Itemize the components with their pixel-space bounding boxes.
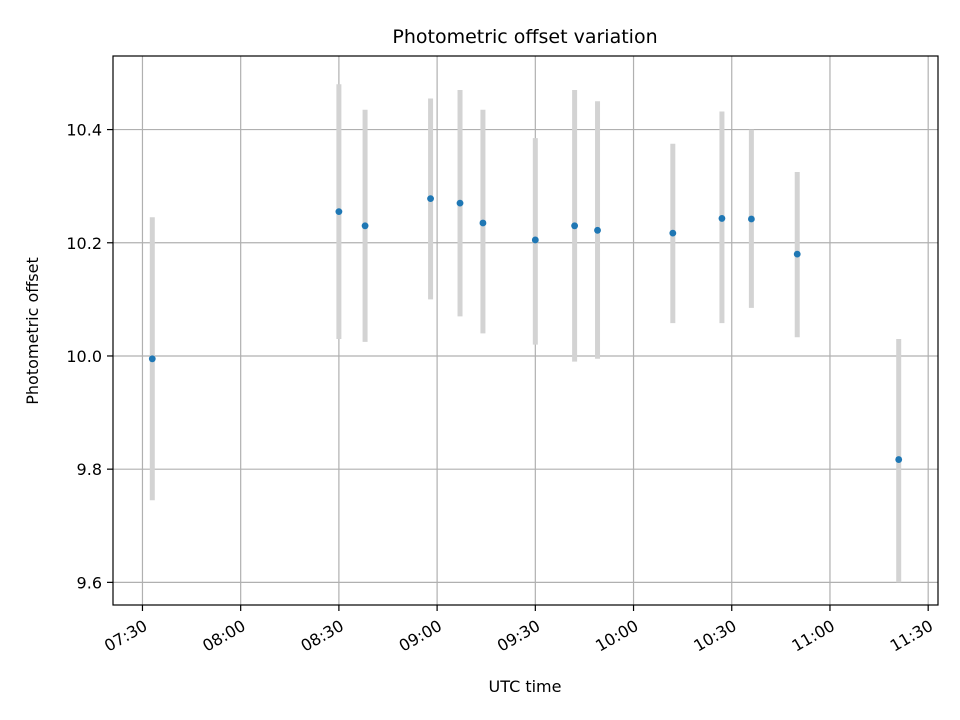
x-tick-label: 11:30 [887, 616, 936, 656]
data-point [793, 250, 801, 258]
y-tick-label: 9.6 [77, 573, 102, 592]
data-point [531, 236, 539, 244]
x-tick-label: 09:30 [494, 616, 543, 656]
x-tick-label: 08:00 [199, 616, 248, 656]
chart-title: Photometric offset variation [392, 26, 657, 48]
y-tick-label: 10.0 [66, 347, 102, 366]
x-tick-label: 07:30 [101, 616, 150, 656]
x-tick-label: 09:00 [396, 616, 445, 656]
x-tick-label: 08:30 [297, 616, 346, 656]
y-tick-label: 10.4 [66, 121, 102, 140]
x-axis-label: UTC time [489, 677, 562, 696]
x-axis-ticks: 07:30 08:00 08:30 09:00 09:30 10:00 10:30 11:00… [101, 605, 936, 656]
grid-lines [113, 56, 938, 605]
data-point [747, 215, 755, 223]
data-point [571, 222, 579, 230]
data-point [456, 199, 464, 207]
data-point [335, 208, 343, 216]
y-tick-label: 9.8 [77, 460, 102, 479]
data-point [718, 215, 726, 222]
x-tick-label: 10:00 [592, 616, 641, 656]
data-point [148, 355, 156, 363]
data-point [594, 226, 601, 234]
y-axis-label: Photometric offset [23, 257, 42, 405]
data-points [148, 195, 903, 463]
data-point [669, 229, 677, 237]
data-point [895, 456, 903, 463]
x-tick-label: 10:30 [690, 616, 739, 656]
data-point [361, 222, 369, 230]
y-tick-label: 10.2 [66, 234, 102, 253]
plot-frame [112, 55, 939, 606]
y-axis-ticks: 9.6 9.8 10.0 10.2 10.4 [66, 121, 113, 592]
error-bars [149, 84, 902, 583]
data-point [427, 195, 434, 203]
data-point [479, 219, 487, 227]
x-tick-label: 11:00 [789, 616, 838, 656]
